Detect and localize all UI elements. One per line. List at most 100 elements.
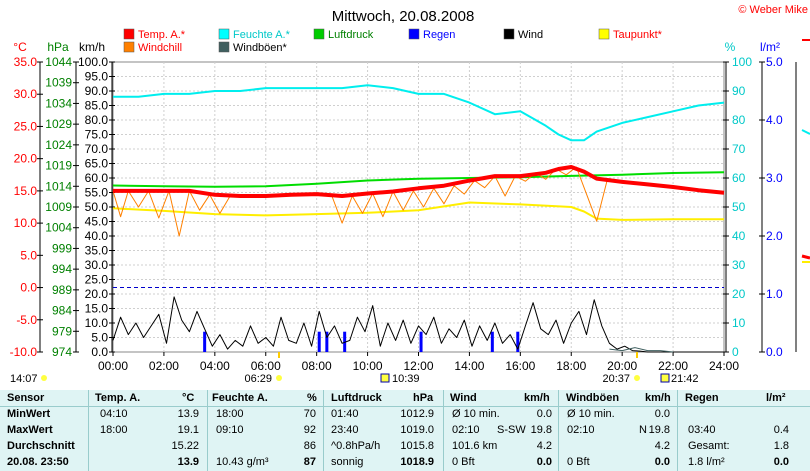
gust-value: 4.2: [654, 440, 670, 452]
pressure-tick: 1024: [45, 138, 72, 152]
legend-swatch: [218, 28, 230, 40]
press-value: 1018.9: [400, 456, 434, 468]
pressure-tick: 1029: [45, 117, 72, 131]
column-divider: [88, 390, 89, 471]
x-tick-label: 00:00: [98, 359, 128, 373]
x-tick-label: 10:00: [353, 359, 383, 373]
chart-title: Mittwoch, 20.08.2008: [332, 8, 475, 25]
pressure-tick: 994: [52, 262, 72, 276]
series-line-tempa: [113, 165, 725, 198]
legend-label: Wind: [518, 29, 543, 41]
temp-tick: -10.0: [10, 345, 38, 359]
humidity-tick: 0: [732, 345, 739, 359]
legend-swatch: [503, 28, 515, 40]
header-hum: Feuchte A.: [212, 392, 268, 404]
header-press-unit: hPa: [413, 392, 434, 404]
gust-direction: N: [639, 424, 647, 436]
speed-tick: 70.0: [85, 142, 109, 156]
humidity-tick: 50: [732, 200, 746, 214]
temp-time: 04:10: [100, 408, 128, 420]
temp-tick: 15.0: [14, 184, 38, 198]
hum-value: 92: [303, 424, 316, 436]
rain-unit-label: l/m²: [760, 40, 780, 54]
speed-tick: 15.0: [85, 302, 109, 316]
rain-bar: [325, 331, 329, 352]
moonset-icon: [660, 373, 670, 383]
row-label: MinWert: [7, 408, 51, 420]
gust-time: 0 Bft: [567, 456, 590, 468]
header-divider: [0, 406, 810, 407]
right-edge-stub: [795, 39, 810, 352]
humidity-tick: 90: [732, 84, 746, 98]
press-value: 1012.9: [400, 408, 434, 420]
gust-value: 19.8: [648, 424, 670, 436]
credit-text: © Weber Mike: [738, 4, 808, 16]
axes-group: 35.030.025.020.015.010.05.00.0-5.0-10.01…: [10, 55, 783, 373]
x-tick-label: 18:00: [556, 359, 586, 373]
column-divider: [558, 390, 559, 471]
temp-tick: -5.0: [16, 313, 37, 327]
pressure-tick: 989: [52, 283, 72, 297]
temp-tick: 25.0: [14, 119, 38, 133]
pressure-tick: 1014: [45, 179, 72, 193]
humidity-tick: 80: [732, 113, 746, 127]
speed-tick: 65.0: [85, 157, 109, 171]
wind-direction: S-SW: [497, 424, 526, 436]
legend-label: Temp. A.*: [138, 29, 186, 41]
speed-tick: 10.0: [85, 316, 109, 330]
press-time: ^0.8hPa/h: [331, 440, 381, 452]
gust-time: Ø 10 min.: [567, 408, 615, 420]
rain-tick: 0.0: [766, 345, 783, 359]
wind-time: 0 Bft: [452, 456, 475, 468]
x-tick-label: 08:00: [302, 359, 332, 373]
pressure-tick: 1019: [45, 159, 72, 173]
sunrise-icon: [276, 375, 282, 381]
series-group: [112, 84, 725, 353]
temp-time: 18:00: [100, 424, 128, 436]
pressure-unit-label: hPa: [47, 40, 69, 54]
wind-value: 4.2: [536, 440, 552, 452]
pressure-tick: 1039: [45, 76, 72, 90]
column-divider: [207, 390, 208, 471]
pressure-tick: 1034: [45, 96, 72, 110]
speed-tick: 5.0: [91, 331, 108, 345]
gust-value: 0.0: [654, 408, 670, 420]
legend-label: Regen: [423, 29, 455, 41]
x-tick-label: 12:00: [403, 359, 433, 373]
row-label: MaxWert: [7, 424, 53, 436]
humidity-tick: 20: [732, 287, 746, 301]
x-tick-label: 02:00: [149, 359, 179, 373]
wind-time: Ø 10 min.: [452, 408, 500, 420]
sunset-icon: [634, 375, 640, 381]
speed-tick: 60.0: [85, 171, 109, 185]
speed-tick: 95.0: [85, 70, 109, 84]
x-tick-label: 14:00: [454, 359, 484, 373]
press-value: 1019.0: [400, 424, 434, 436]
temp-tick: 10.0: [14, 216, 38, 230]
speed-tick: 100.0: [78, 55, 108, 69]
header-rain: Regen: [685, 392, 719, 404]
speed-tick: 40.0: [85, 229, 109, 243]
rain-tick: 2.0: [766, 229, 783, 243]
rain-tick: 3.0: [766, 171, 783, 185]
pressure-tick: 984: [52, 304, 72, 318]
series-line-wind: [112, 296, 724, 353]
x-tick-label: 20:00: [607, 359, 637, 373]
hum-value: 86: [303, 440, 316, 452]
rain-tick: 4.0: [766, 113, 783, 127]
temp-tick: 35.0: [14, 55, 38, 69]
press-time: 01:40: [331, 408, 359, 420]
temp-value: 13.9: [177, 456, 199, 468]
moonrise-label: 10:39: [392, 373, 420, 385]
speed-tick: 35.0: [85, 244, 109, 258]
temp-value: 15.22: [171, 440, 199, 452]
rain-bar: [490, 331, 494, 352]
legend-label: Windböen*: [233, 42, 288, 54]
humidity-unit-label: %: [725, 40, 736, 54]
speed-tick: 0.0: [91, 345, 108, 359]
temp-tick: 0.0: [20, 281, 37, 295]
row-label: Durchschnitt: [7, 440, 75, 452]
moonrise-icon: [380, 373, 390, 383]
header-wind: Wind: [450, 392, 477, 404]
temp-tick: 30.0: [14, 87, 38, 101]
